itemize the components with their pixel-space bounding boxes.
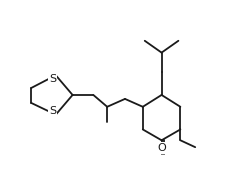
Text: S: S — [49, 74, 56, 84]
Text: S: S — [49, 106, 56, 116]
Text: O: O — [157, 143, 166, 153]
